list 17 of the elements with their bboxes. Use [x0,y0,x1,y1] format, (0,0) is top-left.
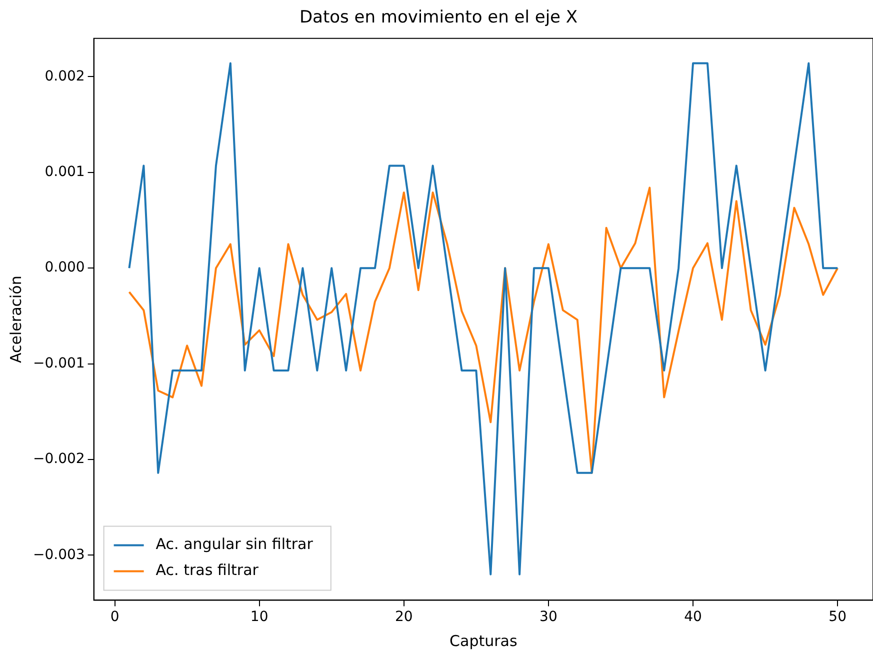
x-tick-label: 50 [828,609,846,626]
y-axis-title: Aceleración [6,276,25,363]
y-tick-label: 0.002 [44,68,85,84]
x-tick-label: 20 [394,609,413,626]
legend-label: Ac. tras filtrar [156,561,260,580]
x-tick-label: 40 [684,609,702,626]
y-tick-label: −0.003 [32,546,85,563]
x-tick-label: 10 [250,609,268,626]
legend-label: Ac. angular sin filtrar [156,535,314,554]
y-tick-label: −0.002 [32,451,85,468]
x-tick-label: 0 [110,609,120,626]
y-tick-label: 0.001 [44,164,85,180]
chart-title: Datos en movimiento en el eje X [299,8,578,28]
x-axis-title: Capturas [450,632,518,650]
x-tick-label: 30 [540,609,558,626]
y-tick-label: 0.000 [44,260,85,276]
y-tick-label: −0.001 [32,355,85,372]
